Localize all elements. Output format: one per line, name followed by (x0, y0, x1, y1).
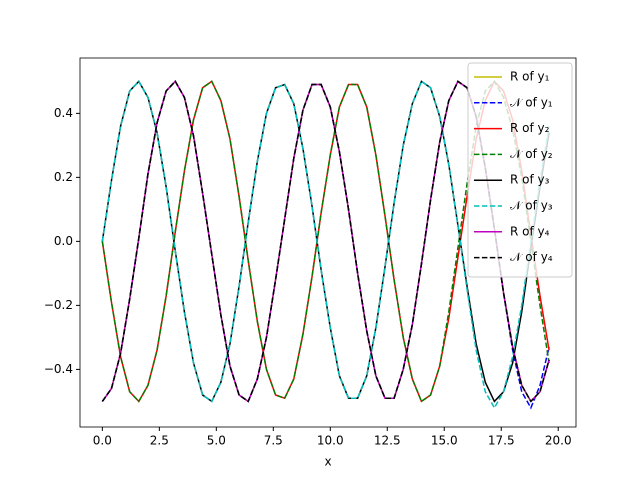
x-tick-label: 10.0 (317, 434, 344, 448)
legend-label: 𝒩 of y₁ (510, 95, 553, 109)
legend-box (467, 62, 573, 278)
x-tick-label: 2.5 (150, 434, 169, 448)
y-tick-label: −0.2 (44, 298, 73, 312)
plot-frame (79, 57, 577, 428)
x-tick-label: 17.5 (488, 434, 515, 448)
x-axis-label: x (324, 455, 331, 469)
line-series (101, 80, 550, 403)
x-tick-label: 5.0 (207, 434, 226, 448)
x-tick-label: 20.0 (545, 434, 572, 448)
line-series (101, 80, 550, 410)
x-tick-label: 12.5 (374, 434, 401, 448)
x-tick-label: 7.5 (264, 434, 283, 448)
y-tick-label: −0.4 (44, 362, 73, 376)
y-tick-label: 0.0 (54, 234, 73, 248)
legend-label: 𝒩 of y₂ (510, 147, 553, 161)
legend-label: R of y₃ (510, 173, 550, 187)
legend-label: 𝒩 of y₃ (510, 199, 553, 213)
legend-label: 𝒩 of y₄ (510, 250, 553, 264)
legend-label: R of y₄ (510, 224, 550, 238)
legend-label: R of y₂ (510, 121, 550, 135)
y-tick-label: 0.2 (54, 170, 73, 184)
y-tick-label: 0.4 (54, 106, 73, 120)
x-tick-label: 15.0 (431, 434, 458, 448)
x-tick-label: 0.0 (93, 434, 112, 448)
legend-label: R of y₁ (510, 70, 550, 84)
